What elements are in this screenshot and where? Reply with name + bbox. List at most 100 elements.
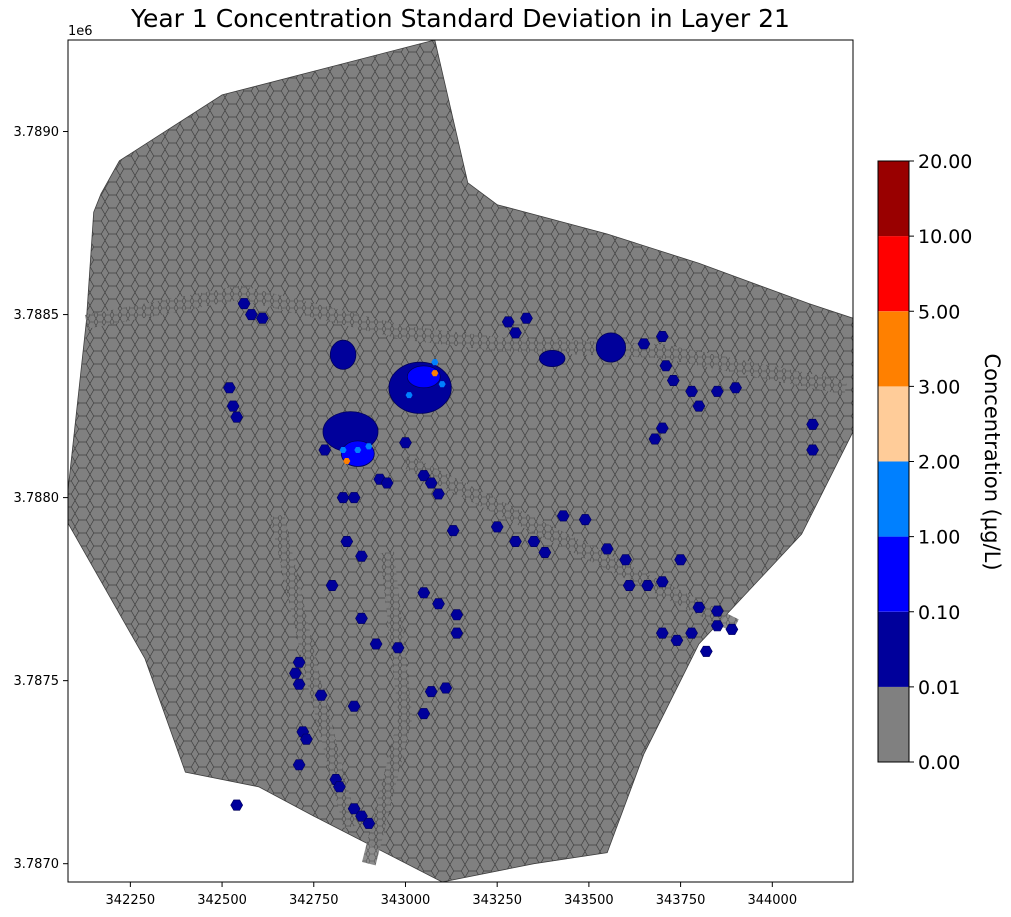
colorbar-segment [878, 386, 909, 462]
concentration-cell [355, 612, 368, 624]
y-tick-label: 3.7880 [14, 491, 60, 506]
concentration-cell [237, 298, 251, 310]
concentration-cell [230, 799, 244, 811]
y-tick-label: 3.7890 [14, 125, 60, 140]
concentration-cell [347, 492, 361, 504]
concentration-cell [692, 400, 706, 412]
colorbar-tick-label: 20.00 [918, 151, 972, 173]
concentration-cell [230, 411, 244, 423]
y-tick-label: 3.7870 [14, 857, 60, 872]
concentration-cell [446, 525, 460, 537]
concentration-cell [226, 400, 240, 412]
colorbar-segment [878, 611, 909, 687]
concentration-cluster [539, 349, 566, 367]
concentration-cell [622, 579, 636, 592]
colorbar: 0.00 0.01 0.10 1.00 2.00 3.00 5.00 10.00 20.00 Co… [877, 151, 1004, 774]
x-tick-label: 343000 [381, 893, 431, 908]
concentration-cell [333, 781, 346, 793]
concentration-cell [692, 601, 706, 613]
concentration-cell [666, 374, 680, 387]
concentration-cell [450, 609, 464, 621]
concentration-cell [300, 733, 313, 745]
concentration-cell-high [431, 370, 439, 377]
concentration-cell [710, 605, 724, 617]
refined-mesh-band [362, 551, 413, 866]
concentration-cell-high [339, 447, 347, 453]
concentration-cell [659, 360, 673, 372]
concentration-cell [637, 338, 651, 350]
x-tick-label: 342750 [289, 893, 339, 908]
concentration-cell [655, 330, 669, 343]
concentration-cell [439, 682, 453, 694]
colorbar-tick-label: 0.00 [918, 752, 960, 774]
concentration-cell [399, 437, 412, 449]
concentration-cell [314, 689, 328, 701]
concentration-cell [490, 521, 504, 533]
x-axis: 342250 342500 342750 343000 343250 343500 3437… [106, 882, 797, 908]
concentration-cell [369, 638, 383, 650]
concentration-cell [685, 627, 698, 639]
concentration-cell [292, 678, 306, 690]
concentration-cell [340, 535, 354, 548]
y-tick-label: 3.7885 [14, 308, 60, 323]
concentration-cell [223, 382, 236, 394]
model-domain-mesh [68, 40, 853, 882]
x-tick-label: 343500 [564, 893, 614, 908]
map-data-layer [68, 40, 853, 882]
concentration-cell-high [354, 447, 362, 453]
concentration-cell [391, 642, 405, 654]
concentration-cell [424, 686, 438, 698]
concentration-cell [655, 422, 669, 434]
concentration-cell [725, 623, 739, 635]
concentration-cell [670, 634, 684, 646]
x-tick-label: 344000 [747, 893, 797, 908]
refined-mesh-band [84, 285, 848, 395]
concentration-cell [362, 817, 376, 829]
concentration-cell [432, 488, 445, 500]
concentration-cell [641, 579, 654, 592]
colorbar-tick-label: 3.00 [918, 376, 960, 398]
plot-frame [67, 39, 854, 883]
concentration-cell [578, 514, 592, 526]
colorbar-label: Concentration (µg/L) [980, 353, 1004, 570]
x-tick-label: 342250 [106, 893, 156, 908]
colorbar-segment [878, 311, 909, 387]
y-axis: 3.7870 3.7875 3.7880 3.7885 3.7890 [14, 125, 68, 872]
concentration-cell [538, 546, 552, 559]
concentration-cluster [406, 365, 441, 389]
concentration-cell [699, 645, 713, 657]
colorbar-segment [878, 536, 909, 612]
concentration-cell [710, 385, 724, 397]
colorbar-segment [878, 461, 909, 537]
concentration-cell-high [343, 458, 351, 464]
concentration-cell [347, 700, 361, 712]
concentration-cell [710, 620, 724, 632]
concentration-cell [289, 667, 302, 679]
colorbar-segment [878, 161, 909, 237]
colorbar-tick-label: 10.00 [918, 226, 972, 248]
concentration-cell [806, 444, 819, 456]
concentration-cell [685, 385, 698, 397]
concentration-cell [655, 627, 669, 639]
y-offset-label: 1e6 [68, 24, 93, 39]
concentration-cell [520, 312, 533, 324]
concentration-cell [292, 656, 306, 668]
concentration-cell [450, 627, 464, 639]
concentration-cell [527, 535, 541, 548]
concentration-cell [674, 554, 687, 566]
colorbar-segment [878, 686, 909, 762]
concentration-cell [655, 576, 669, 588]
concentration-cell [619, 554, 632, 566]
concentration-cell [509, 327, 522, 339]
colorbar-tick-label: 0.10 [918, 602, 960, 624]
concentration-cell-high [405, 392, 413, 399]
concentration-cell-high [365, 443, 373, 450]
concentration-cell [256, 312, 269, 324]
x-tick-label: 342500 [197, 893, 247, 908]
concentration-cell [417, 587, 431, 599]
concentration-cell [501, 316, 515, 328]
concentration-cell [292, 759, 306, 771]
concentration-cell-high [438, 381, 446, 388]
concentration-cell [355, 550, 368, 562]
